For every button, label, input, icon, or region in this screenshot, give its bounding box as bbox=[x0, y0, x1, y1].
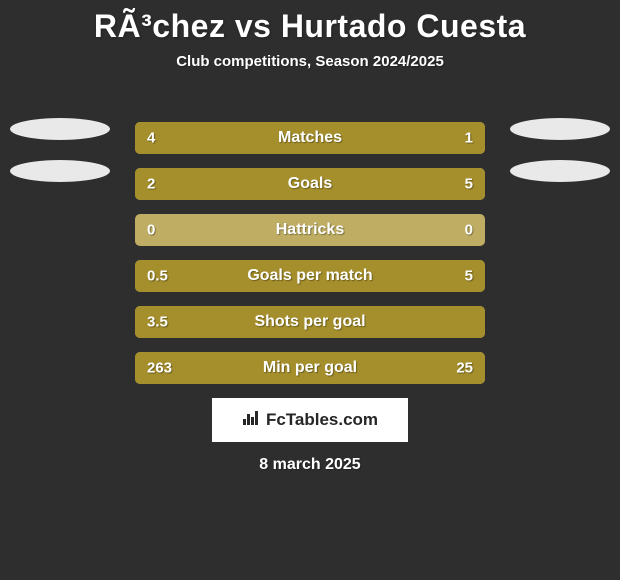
stat-bar-right-fill bbox=[235, 168, 485, 200]
stat-row: 26325Min per goal bbox=[135, 352, 485, 384]
stat-row: 25Goals bbox=[135, 168, 485, 200]
stat-value-left: 0 bbox=[147, 222, 155, 239]
player-left-ovals bbox=[10, 118, 110, 182]
stat-bar-left-fill bbox=[135, 306, 485, 338]
stat-bars: 41Matches 25Goals 0 0Hattricks 0.55Goals per… bbox=[135, 122, 485, 384]
stat-bar-left-fill bbox=[135, 122, 415, 154]
oval-icon bbox=[10, 118, 110, 140]
stat-bar-left-fill bbox=[135, 168, 235, 200]
stat-bar-right-fill bbox=[167, 260, 486, 292]
stat-row: 0 0Hattricks bbox=[135, 214, 485, 246]
stat-row: 0.55Goals per match bbox=[135, 260, 485, 292]
stat-bar-right-fill bbox=[415, 122, 485, 154]
stat-label: Hattricks bbox=[135, 221, 485, 239]
stat-bar-left-fill bbox=[135, 260, 167, 292]
comparison-card: RÃ³chez vs Hurtado Cuesta Club competiti… bbox=[0, 0, 620, 580]
brand-badge[interactable]: FcTables.com bbox=[212, 398, 408, 442]
page-title: RÃ³chez vs Hurtado Cuesta bbox=[0, 0, 620, 45]
stat-bar-right-fill bbox=[454, 352, 486, 384]
page-subtitle: Club competitions, Season 2024/2025 bbox=[0, 53, 620, 70]
stat-value-right: 0 bbox=[465, 222, 473, 239]
stat-row: 41Matches bbox=[135, 122, 485, 154]
chart-icon bbox=[242, 410, 260, 430]
stat-bar-left-fill bbox=[135, 352, 454, 384]
date-label: 8 march 2025 bbox=[0, 456, 620, 474]
player-right-ovals bbox=[510, 118, 610, 182]
oval-icon bbox=[510, 118, 610, 140]
oval-icon bbox=[10, 160, 110, 182]
oval-icon bbox=[510, 160, 610, 182]
brand-text: FcTables.com bbox=[266, 410, 378, 430]
stat-row: 3.5Shots per goal bbox=[135, 306, 485, 338]
